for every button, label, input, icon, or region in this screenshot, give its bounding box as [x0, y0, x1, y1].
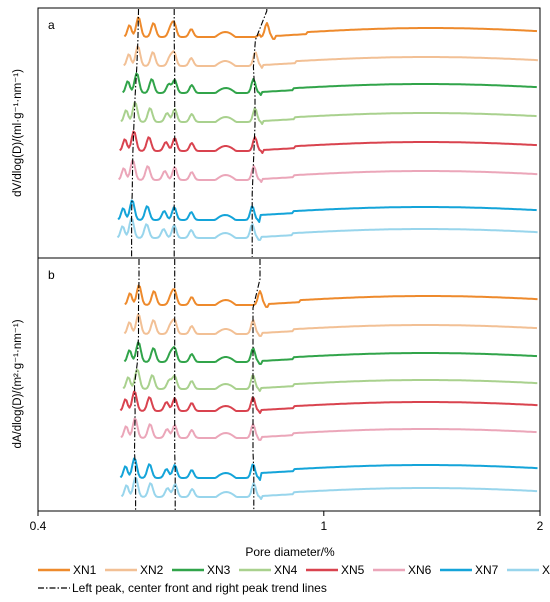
legend-label-xn6: XN6 [408, 563, 432, 577]
curve-xn5 [119, 390, 538, 414]
legend-label-xn3: XN3 [207, 563, 231, 577]
curve-xn7 [117, 199, 537, 223]
trend-line-right [252, 259, 261, 510]
curve-xn6 [120, 417, 537, 441]
legend-label-xn4: XN4 [274, 563, 298, 577]
panel-a-curves [116, 16, 538, 241]
curve-xn8 [116, 217, 538, 241]
panel-b-trend-lines [133, 259, 261, 510]
curve-xn3 [123, 341, 538, 365]
curve-xn1 [124, 284, 538, 308]
panel-b: b dA/dlog(D)/(m²·g⁻¹·nm⁻¹) [12, 257, 541, 512]
legend: XN1 XN2 XN3 XN4 XN5 XN6 XN7 XN8 [38, 563, 550, 577]
x-axis: 0.4 1 2 [30, 511, 544, 533]
panel-a: a dV/dlog(D)/(ml·g⁻¹·nm⁻¹) [12, 7, 541, 259]
panel-b-ylabel: dA/dlog(D)/(m²·g⁻¹·nm⁻¹) [12, 319, 24, 448]
panel-a-label: a [48, 18, 55, 32]
legend-trend-entry: Left peak, center front and right peak t… [38, 581, 327, 595]
legend-label-xn5: XN5 [341, 563, 365, 577]
curve-xn8 [120, 476, 538, 500]
curve-xn2 [123, 45, 538, 69]
legend-trend-label: Left peak, center front and right peak t… [72, 581, 327, 595]
panel-b-frame [37, 257, 541, 512]
panel-a-trend-lines [131, 9, 268, 257]
curve-xn4 [122, 368, 538, 392]
x-tick-label: 2 [537, 519, 544, 533]
panel-a-frame [37, 7, 541, 259]
panel-b-label: b [48, 268, 55, 282]
panel-a-ylabel: dV/dlog(D)/(ml·g⁻¹·nm⁻¹) [12, 69, 24, 197]
trend-line-center [174, 259, 176, 510]
legend-label-xn8: XN8 [542, 563, 550, 577]
trend-line-center [173, 9, 176, 257]
legend-label-xn2: XN2 [140, 563, 164, 577]
panel-b-curves [119, 284, 538, 500]
legend-label-xn7: XN7 [475, 563, 499, 577]
trend-line-right [251, 9, 268, 257]
x-tick-label: 1 [320, 519, 327, 533]
curve-xn1 [123, 16, 538, 40]
curve-xn2 [123, 313, 538, 337]
curve-xn6 [118, 159, 538, 183]
x-tick-label: 0.4 [30, 519, 47, 533]
curve-xn3 [122, 72, 537, 96]
legend-label-xn1: XN1 [73, 563, 97, 577]
trend-line-left [131, 9, 140, 257]
trend-line-left [133, 259, 140, 510]
curve-xn4 [120, 101, 537, 125]
curve-xn5 [119, 130, 537, 154]
curve-xn7 [119, 457, 538, 481]
x-axis-label: Pore diameter/% [245, 545, 335, 559]
